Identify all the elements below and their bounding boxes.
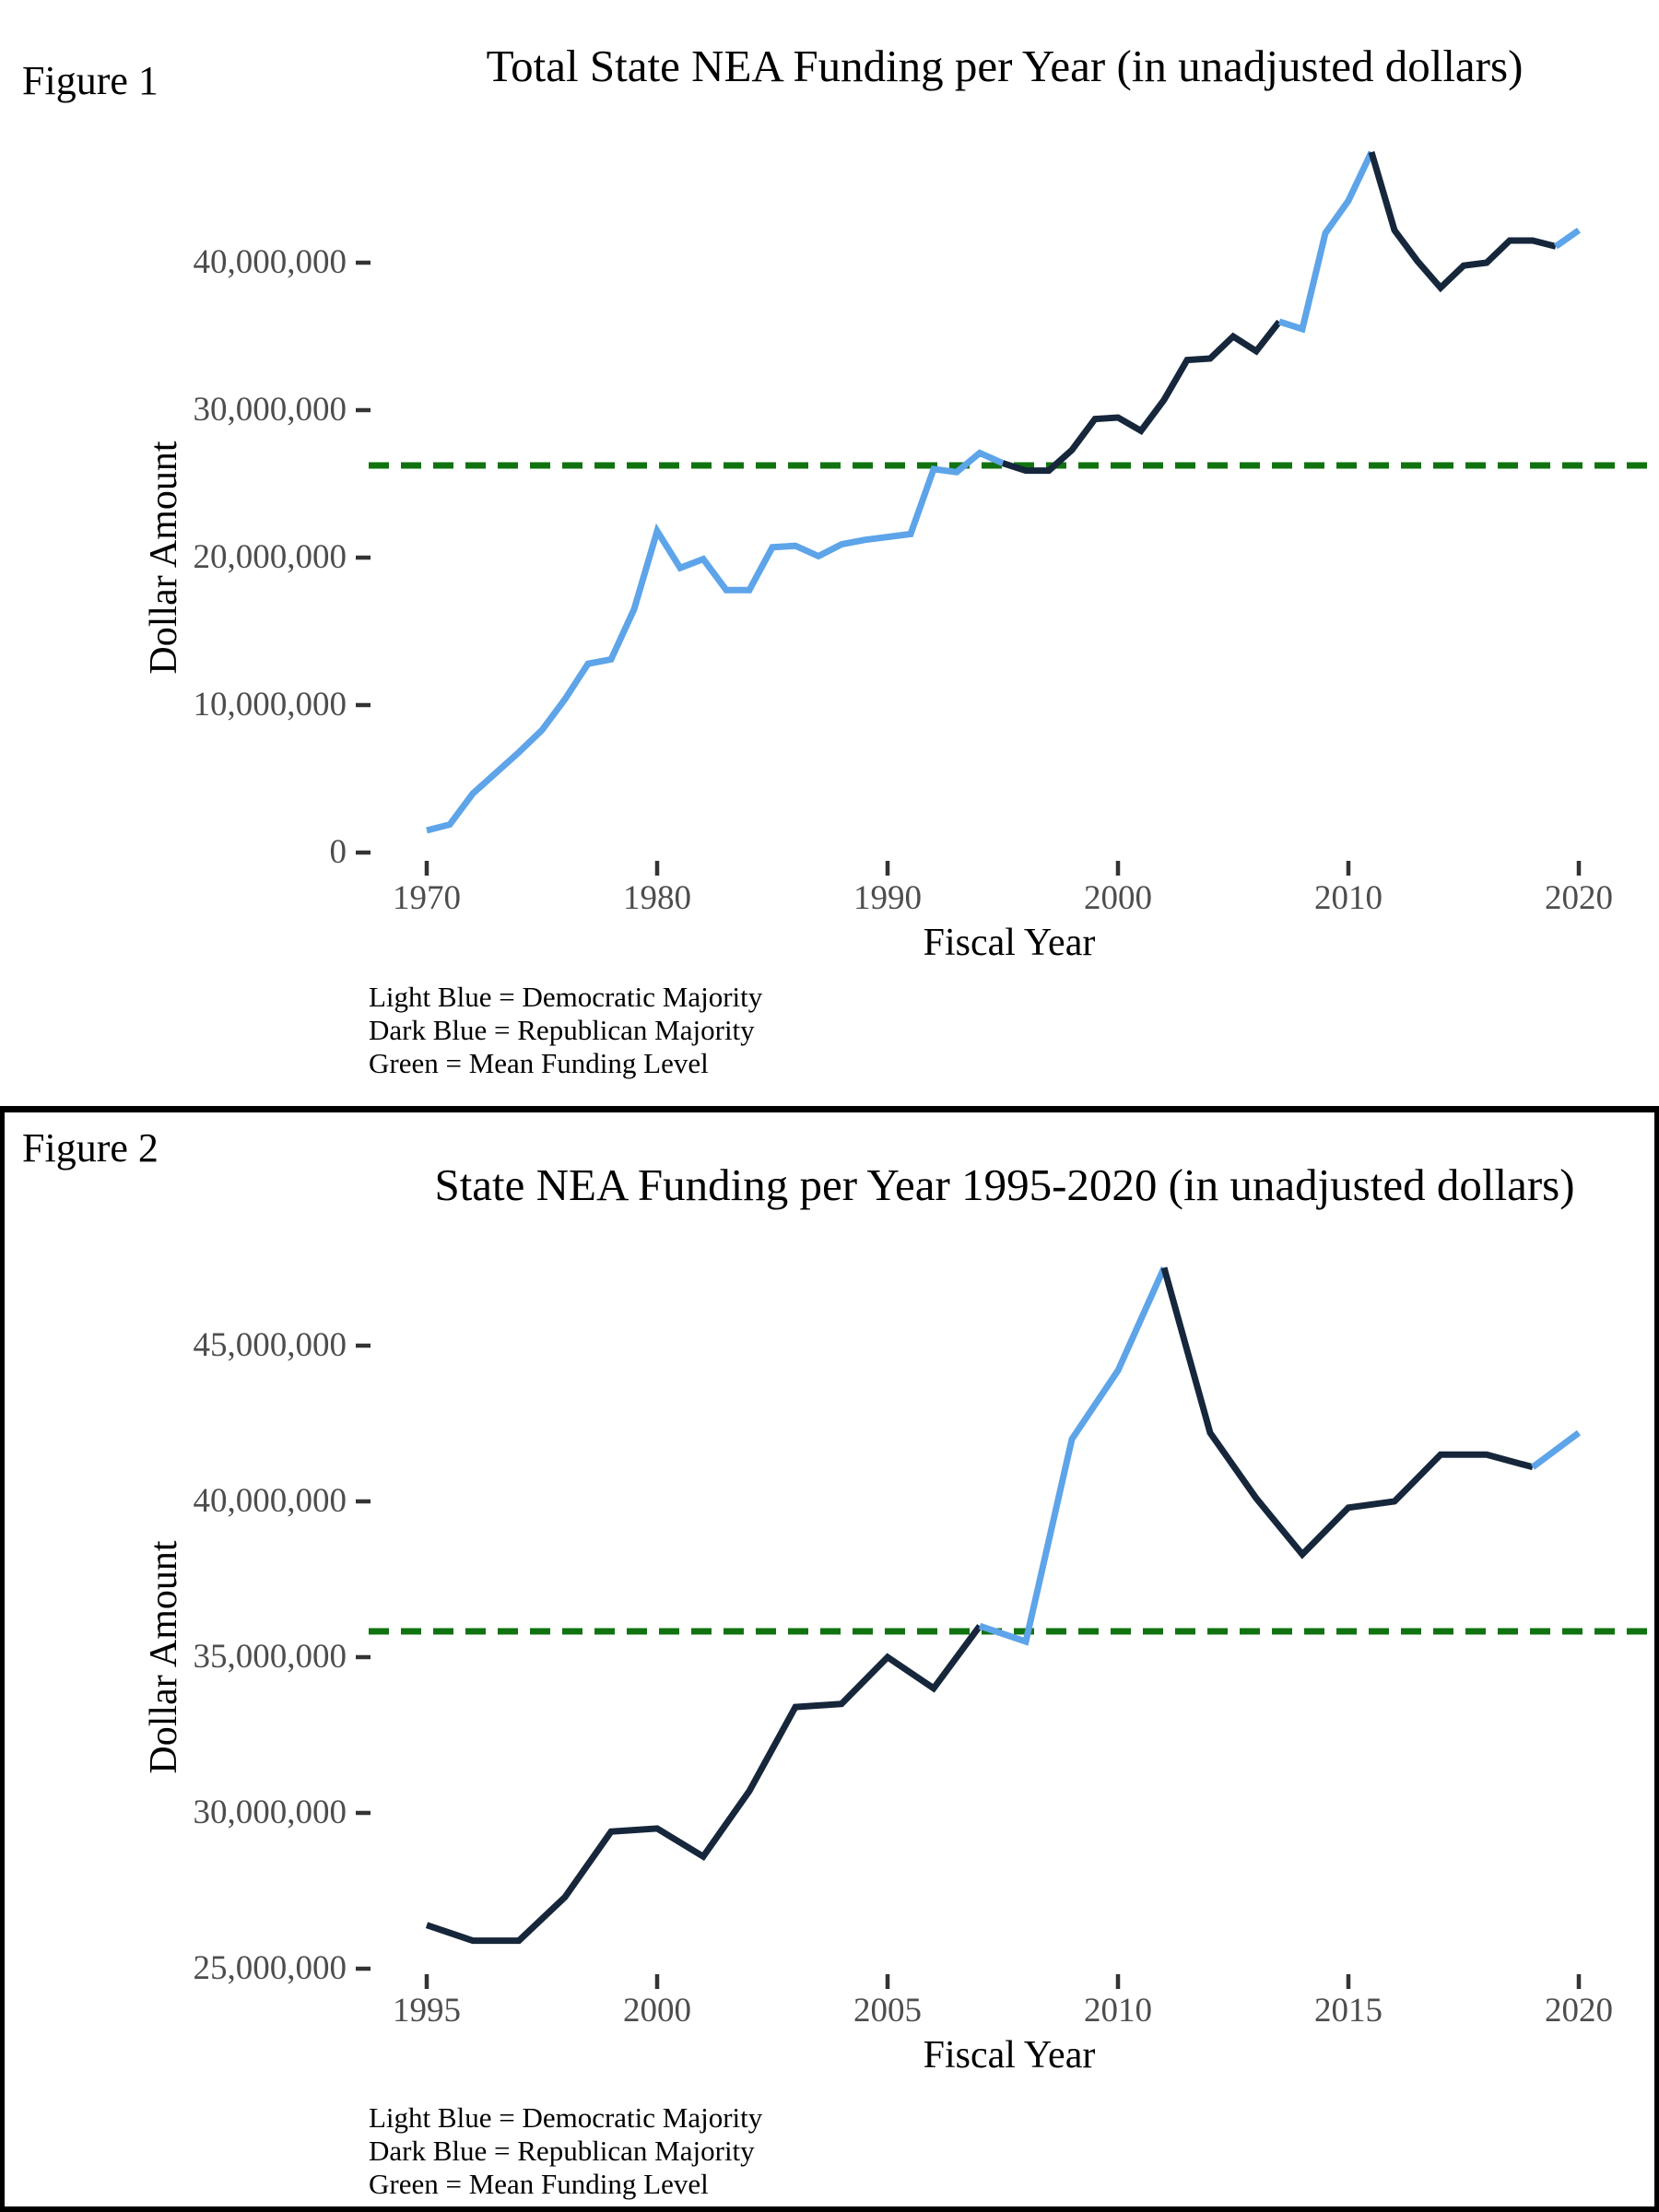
funding-line-democratic <box>1530 1430 1582 1470</box>
figure2-plot <box>356 1266 1650 1989</box>
legend-line-mean: Green = Mean Funding Level <box>369 2168 709 2200</box>
y-tick-label: 10,000,000 <box>193 686 347 724</box>
y-tick-label: 35,000,000 <box>193 1638 347 1676</box>
x-tick-label: 1990 <box>853 879 922 917</box>
legend-line-republican: Dark Blue = Republican Majority <box>369 2135 755 2167</box>
figure2-border-left <box>0 1112 5 2212</box>
funding-line-democratic <box>426 449 1005 834</box>
funding-line-republican <box>1160 1266 1534 1559</box>
x-tick-label: 2005 <box>853 1992 922 2030</box>
legend-line-republican: Dark Blue = Republican Majority <box>369 1014 755 1046</box>
figure2-border-right <box>1654 1112 1659 2212</box>
figure2-border-top <box>0 1106 1659 1112</box>
legend-line-democratic: Light Blue = Democratic Majority <box>369 2101 763 2134</box>
legend-line-mean: Green = Mean Funding Level <box>369 1047 709 1079</box>
y-tick-label: 30,000,000 <box>193 1794 347 1831</box>
y-tick-label: 40,000,000 <box>193 243 347 281</box>
figure2-label: Figure 2 <box>22 1125 159 1171</box>
y-tick-label: 0 <box>329 833 347 871</box>
x-tick-label: 2020 <box>1545 879 1613 917</box>
figure2-border-bottom <box>0 2206 1659 2212</box>
y-tick-label: 45,000,000 <box>193 1326 347 1364</box>
x-tick-label: 2020 <box>1545 1992 1613 2030</box>
figure2-legend: Light Blue = Democratic Majority Dark Bl… <box>369 2101 762 2201</box>
figure2-x-axis-title: Fiscal Year <box>923 2034 1096 2077</box>
legend-line-democratic: Light Blue = Democratic Majority <box>369 981 763 1013</box>
x-tick-label: 1970 <box>393 879 461 917</box>
y-tick-label: 30,000,000 <box>193 391 347 429</box>
figure1-title: Total State NEA Funding per Year (in una… <box>486 41 1524 91</box>
figure1-legend: Light Blue = Democratic Majority Dark Bl… <box>369 981 762 1080</box>
x-tick-label: 2000 <box>623 1992 691 2030</box>
y-tick-label: 20,000,000 <box>193 538 347 576</box>
figure1-plot <box>356 150 1650 876</box>
funding-line-democratic <box>1553 227 1582 250</box>
x-tick-label: 1995 <box>393 1992 461 2030</box>
figure1-x-axis-title: Fiscal Year <box>923 922 1096 964</box>
x-tick-label: 2015 <box>1314 1992 1382 2030</box>
funding-line-republican <box>1368 151 1557 293</box>
figure1-label: Figure 1 <box>22 58 159 103</box>
y-tick-label: 25,000,000 <box>193 1949 347 1987</box>
funding-line-democratic <box>978 1266 1168 1646</box>
x-tick-label: 2010 <box>1084 1992 1152 2030</box>
y-tick-label: 40,000,000 <box>193 1482 347 1520</box>
x-tick-label: 1980 <box>623 879 691 917</box>
funding-line-republican <box>1001 319 1282 475</box>
funding-line-democratic <box>1277 150 1375 334</box>
figure2-title: State NEA Funding per Year 1995-2020 (in… <box>434 1159 1575 1210</box>
x-tick-label: 2000 <box>1084 879 1152 917</box>
funding-line-republican <box>425 1624 982 1945</box>
x-tick-label: 2010 <box>1314 879 1382 917</box>
